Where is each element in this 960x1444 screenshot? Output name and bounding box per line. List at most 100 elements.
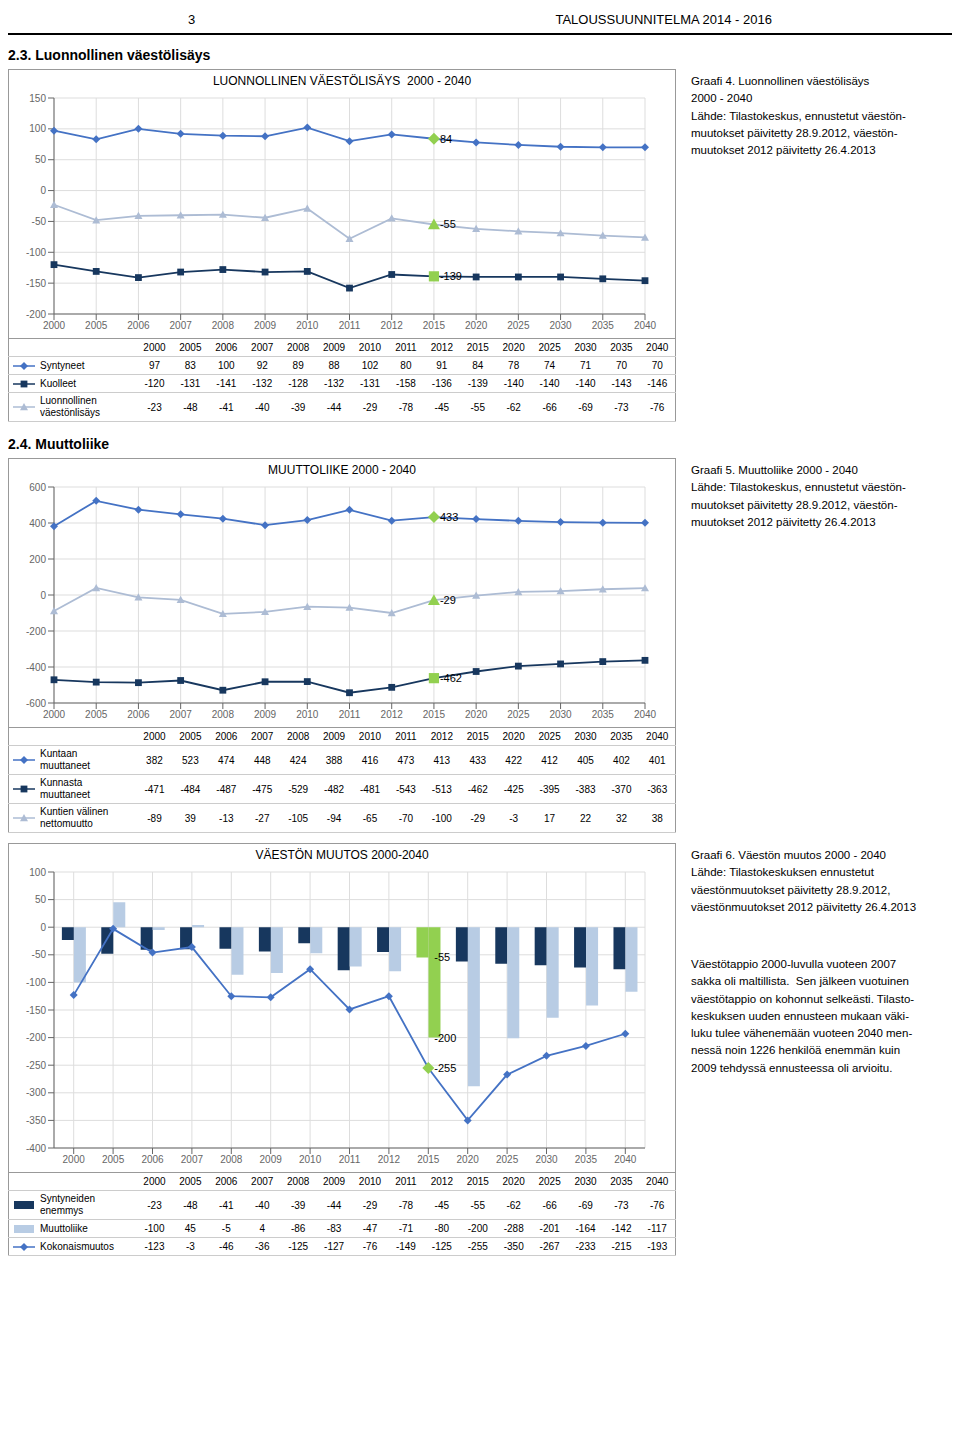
- svg-text:50: 50: [35, 894, 47, 905]
- svg-text:200: 200: [29, 554, 46, 565]
- svg-text:-300: -300: [26, 1087, 46, 1098]
- svg-text:50: 50: [35, 154, 47, 165]
- html-text:Kuntaan muuttaneet: Kuntaan muuttaneet: [40, 748, 90, 771]
- svg-text:2006: 2006: [127, 709, 150, 720]
- html-text:Kuntien välinen nettomuutto: Kuntien välinen nettomuutto: [40, 806, 109, 829]
- svg-text:2025: 2025: [507, 709, 530, 720]
- svg-text:2009: 2009: [260, 1154, 283, 1165]
- svg-text:600: 600: [29, 482, 46, 493]
- html-text:LUONNOLLINEN VÄESTÖLISÄYS 2000: LUONNOLLINEN VÄESTÖLISÄYS 2000 - 2040: [212, 74, 472, 88]
- svg-text:2015: 2015: [423, 320, 446, 331]
- svg-text:-50: -50: [32, 949, 47, 960]
- html-text:Graafi 6. Väestön muutos 2000: Graafi 6. Väestön muutos 2000 - 2040 Läh…: [691, 849, 916, 913]
- svg-text:-255: -255: [434, 1062, 456, 1074]
- svg-text:-200: -200: [26, 626, 46, 637]
- html-text:Syntyneiden enemmys: Syntyneiden enemmys: [40, 1193, 95, 1216]
- html-text:2.4. Muuttoliike: 2.4. Muuttoliike: [8, 436, 110, 452]
- html-text:VÄESTÖN MUUTOS 2000-2040: VÄESTÖN MUUTOS 2000-2040: [255, 848, 429, 862]
- svg-text:2030: 2030: [549, 320, 572, 331]
- svg-text:2035: 2035: [592, 709, 615, 720]
- svg-text:2020: 2020: [457, 1154, 480, 1165]
- svg-text:2008: 2008: [220, 1154, 243, 1165]
- svg-text:150: 150: [29, 93, 46, 104]
- svg-text:2011: 2011: [339, 1154, 361, 1165]
- html-text:TALOUSSUUNNITELMA 2014 - 2016: TALOUSSUUNNITELMA 2014 - 2016: [555, 12, 772, 27]
- svg-text:2010: 2010: [296, 709, 319, 720]
- svg-text:2005: 2005: [102, 1154, 125, 1165]
- svg-text:2040: 2040: [634, 320, 657, 331]
- svg-text:2008: 2008: [212, 709, 235, 720]
- svg-text:2012: 2012: [378, 1154, 401, 1165]
- svg-text:2015: 2015: [417, 1154, 440, 1165]
- svg-text:2035: 2035: [575, 1154, 598, 1165]
- svg-text:2007: 2007: [170, 320, 193, 331]
- svg-text:-350: -350: [26, 1115, 46, 1126]
- svg-text:100: 100: [29, 123, 46, 134]
- svg-text:-250: -250: [26, 1060, 46, 1071]
- svg-text:2012: 2012: [381, 320, 404, 331]
- svg-text:-200: -200: [434, 1032, 456, 1044]
- html-text:-48: -48: [183, 401, 198, 413]
- svg-text:2025: 2025: [496, 1154, 519, 1165]
- svg-text:2000: 2000: [43, 320, 66, 331]
- svg-text:2006: 2006: [141, 1154, 164, 1165]
- html-text:Luonnollinen väestönlisäys: Luonnollinen väestönlisäys: [40, 395, 100, 418]
- html-text:Kunnasta muuttaneet: Kunnasta muuttaneet: [40, 777, 90, 800]
- svg-text:-600: -600: [26, 698, 46, 709]
- svg-text:-55: -55: [434, 951, 450, 963]
- svg-text:2030: 2030: [549, 709, 572, 720]
- svg-text:2020: 2020: [465, 709, 488, 720]
- html-text:-23: -23: [147, 401, 162, 413]
- svg-text:0: 0: [40, 922, 46, 933]
- svg-text:2007: 2007: [181, 1154, 204, 1165]
- svg-text:0: 0: [40, 185, 46, 196]
- svg-text:0: 0: [40, 590, 46, 601]
- svg-text:2025: 2025: [507, 320, 530, 331]
- svg-text:2020: 2020: [465, 320, 488, 331]
- svg-text:2000: 2000: [63, 1154, 86, 1165]
- html-text:Väestötappio 2000-luvulla vuot: Väestötappio 2000-luvulla vuoteen 2007 s…: [691, 958, 915, 1074]
- svg-text:2040: 2040: [614, 1154, 637, 1165]
- svg-text:2007: 2007: [170, 709, 193, 720]
- svg-text:2010: 2010: [299, 1154, 322, 1165]
- svg-text:2005: 2005: [85, 320, 108, 331]
- svg-text:-200: -200: [26, 309, 46, 320]
- html-text:Syntyneet: Syntyneet: [40, 359, 85, 371]
- svg-text:433: 433: [440, 511, 458, 523]
- svg-text:2009: 2009: [254, 320, 277, 331]
- svg-text:2030: 2030: [535, 1154, 558, 1165]
- svg-text:84: 84: [440, 133, 452, 145]
- svg-text:-150: -150: [26, 1005, 46, 1016]
- html-text:-41: -41: [219, 401, 234, 413]
- svg-text:2035: 2035: [592, 320, 615, 331]
- svg-text:2000: 2000: [43, 709, 66, 720]
- svg-text:-400: -400: [26, 1143, 46, 1154]
- svg-text:2040: 2040: [634, 709, 657, 720]
- svg-text:-100: -100: [26, 247, 46, 258]
- svg-text:-100: -100: [26, 977, 46, 988]
- svg-text:2009: 2009: [254, 709, 277, 720]
- html-text:MUUTTOLIIKE 2000 - 2040: MUUTTOLIIKE 2000 - 2040: [268, 463, 416, 477]
- svg-text:2015: 2015: [423, 709, 446, 720]
- html-text:Graafi 4. Luonnollinen väestöl: Graafi 4. Luonnollinen väestölisäys 2000…: [691, 75, 906, 156]
- html-text:Kuolleet: Kuolleet: [40, 377, 77, 389]
- svg-text:-139: -139: [440, 270, 462, 282]
- svg-text:-200: -200: [26, 1032, 46, 1043]
- html-text:2.3. Luonnollinen väestölisäys: 2.3. Luonnollinen väestölisäys: [8, 47, 211, 63]
- svg-text:2010: 2010: [296, 320, 319, 331]
- svg-text:-29: -29: [440, 594, 456, 606]
- svg-text:2012: 2012: [381, 709, 404, 720]
- svg-text:-50: -50: [32, 216, 47, 227]
- svg-text:-55: -55: [440, 218, 456, 230]
- html-text:Graafi 5. Muuttoliike 2000 - 2: Graafi 5. Muuttoliike 2000 - 2040 Lähde:…: [691, 464, 906, 528]
- svg-text:-400: -400: [26, 662, 46, 673]
- svg-text:2006: 2006: [127, 320, 150, 331]
- svg-text:2011: 2011: [339, 320, 361, 331]
- svg-text:2008: 2008: [212, 320, 235, 331]
- svg-text:-150: -150: [26, 278, 46, 289]
- svg-text:-462: -462: [440, 672, 462, 684]
- svg-text:2005: 2005: [85, 709, 108, 720]
- svg-text:400: 400: [29, 518, 46, 529]
- svg-text:100: 100: [29, 867, 46, 878]
- svg-text:2011: 2011: [339, 709, 361, 720]
